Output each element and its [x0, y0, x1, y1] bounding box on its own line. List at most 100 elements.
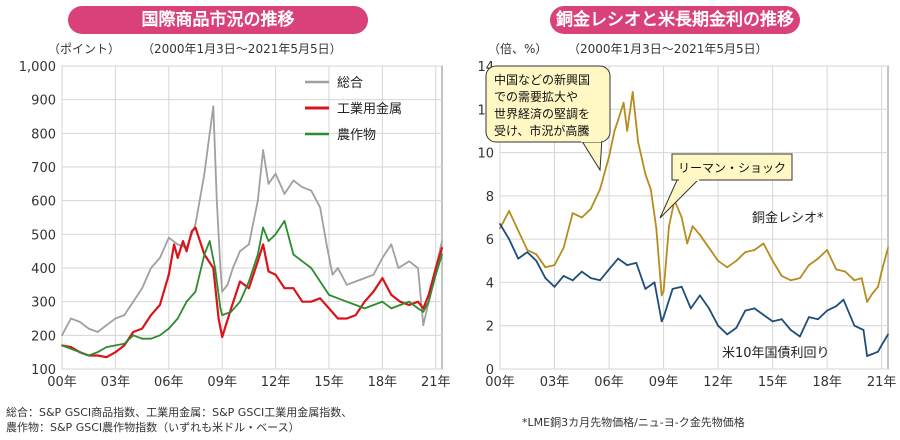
data-point [372, 290, 375, 293]
data-point [114, 317, 117, 320]
data-point [499, 227, 501, 230]
data-point [726, 266, 729, 269]
data-point [708, 307, 710, 310]
data-point [96, 354, 99, 357]
data-point [399, 304, 402, 306]
data-point [319, 206, 321, 209]
data-point [248, 280, 250, 283]
data-point [826, 309, 828, 312]
data-point [626, 130, 629, 132]
data-point [599, 188, 601, 191]
data-point [744, 251, 747, 254]
data-point [753, 249, 756, 251]
data-point [880, 270, 883, 273]
data-point [753, 307, 756, 310]
data-point [553, 264, 556, 266]
x-tick-label: 03年 [101, 375, 131, 390]
data-point [372, 273, 375, 276]
data-point [256, 199, 259, 202]
y-tick-label: 8 [486, 190, 494, 205]
data-point [123, 314, 126, 316]
data-point [780, 275, 783, 277]
x-tick-label: 18年 [368, 375, 398, 390]
data-point [176, 317, 179, 320]
data-point [123, 342, 126, 345]
data-point [301, 186, 304, 189]
data-point [345, 300, 348, 303]
data-point [544, 277, 547, 279]
data-point [817, 257, 819, 260]
data-point [185, 250, 188, 253]
data-point [735, 259, 738, 262]
data-point [866, 355, 868, 357]
data-point [61, 334, 63, 337]
data-point [422, 310, 425, 313]
data-point [167, 273, 170, 276]
data-point [194, 226, 197, 229]
data-point [301, 260, 304, 263]
y-tick-label: 100 [31, 363, 56, 378]
data-point [256, 260, 259, 263]
data-point [441, 240, 443, 243]
data-point [417, 267, 419, 269]
data-point [267, 182, 270, 185]
data-point [671, 288, 674, 290]
y-axis-unit: （ポイント） [48, 42, 121, 56]
data-point [239, 250, 241, 253]
y-tick-label: 10 [477, 147, 494, 162]
data-point [248, 243, 250, 246]
data-point [835, 268, 838, 271]
data-point [571, 212, 574, 215]
data-point [408, 300, 410, 303]
data-point [141, 287, 144, 290]
data-point [61, 344, 63, 347]
data-point [232, 267, 234, 269]
data-point [408, 260, 410, 263]
data-point [608, 156, 610, 158]
data-point [70, 317, 72, 320]
data-point [381, 257, 384, 259]
data-point [87, 327, 90, 330]
data-point [562, 246, 565, 249]
data-point [70, 346, 72, 348]
x-tick-label: 21年 [421, 375, 450, 390]
data-point [789, 279, 792, 282]
data-point [114, 351, 117, 354]
y-tick-label: 600 [31, 195, 56, 210]
data-point [159, 304, 161, 306]
data-point [580, 216, 583, 219]
data-point [372, 304, 375, 306]
data-point [345, 283, 348, 286]
data-point [221, 336, 224, 338]
data-point [662, 316, 665, 318]
data-point [239, 280, 241, 283]
data-point [626, 264, 629, 266]
x-tick-label: 00年 [485, 375, 515, 390]
data-point [283, 193, 286, 195]
data-point [662, 290, 665, 292]
data-point [526, 251, 529, 254]
data-point [217, 317, 220, 320]
data-point [159, 334, 161, 337]
x-tick-label: 03年 [540, 375, 570, 390]
data-point [105, 346, 108, 348]
y-tick-label: 500 [31, 228, 56, 243]
data-point [173, 243, 176, 246]
data-point [230, 307, 233, 310]
data-point [78, 321, 81, 323]
data-point [422, 307, 425, 310]
series-line-3 [61, 220, 443, 357]
data-point [212, 105, 215, 108]
data-point [508, 210, 510, 212]
x-tick-label: 15年 [314, 375, 344, 390]
data-point [132, 331, 135, 333]
x-tick-label: 18年 [812, 375, 842, 390]
data-point [354, 304, 357, 306]
data-point [283, 220, 286, 222]
data-point [613, 130, 616, 132]
y-tick-label: 400 [31, 262, 56, 277]
x-tick-label: 00年 [47, 375, 77, 390]
data-point [141, 327, 144, 330]
data-point [417, 307, 419, 310]
data-point [262, 149, 264, 152]
